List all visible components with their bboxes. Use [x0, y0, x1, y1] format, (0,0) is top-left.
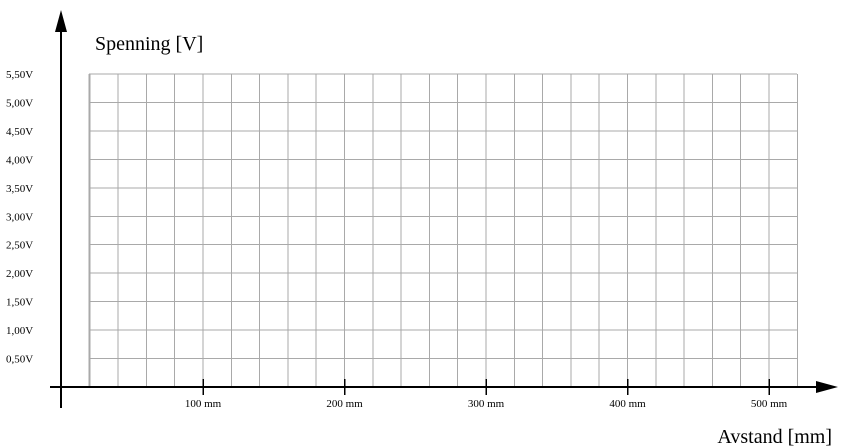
y-tick-label: 1,50V	[6, 297, 33, 309]
y-axis-arrow-icon	[55, 10, 67, 32]
x-axis-title: Avstand [mm]	[717, 426, 832, 448]
x-tick-label: 100 mm	[185, 398, 222, 410]
y-tick-label: 5,50V	[6, 69, 33, 81]
y-tick-label: 3,00V	[6, 211, 33, 223]
x-tick-label: 300 mm	[468, 398, 505, 410]
x-axis-arrow-icon	[816, 381, 838, 393]
axis-layer	[50, 10, 838, 408]
y-tick-label: 4,50V	[6, 126, 33, 138]
grid-layer	[88, 73, 798, 387]
x-tick-label: 500 mm	[751, 398, 788, 410]
y-tick-label: 5,00V	[6, 97, 33, 109]
y-tick-label: 1,00V	[6, 325, 33, 337]
x-tick-label: 400 mm	[609, 398, 646, 410]
y-tick-label: 2,00V	[6, 268, 33, 280]
y-tick-label: 3,50V	[6, 183, 33, 195]
y-tick-label: 4,00V	[6, 154, 33, 166]
y-tick-label: 2,50V	[6, 240, 33, 252]
tick-layer: 0,50V 1,00V 1,50V 2,00V 2,50V 3,00V 3,50V 4,00V…	[6, 69, 788, 410]
x-tick-label: 200 mm	[326, 398, 363, 410]
y-tick-label: 0,50V	[6, 354, 33, 366]
y-axis-title: Spenning [V]	[95, 33, 203, 55]
